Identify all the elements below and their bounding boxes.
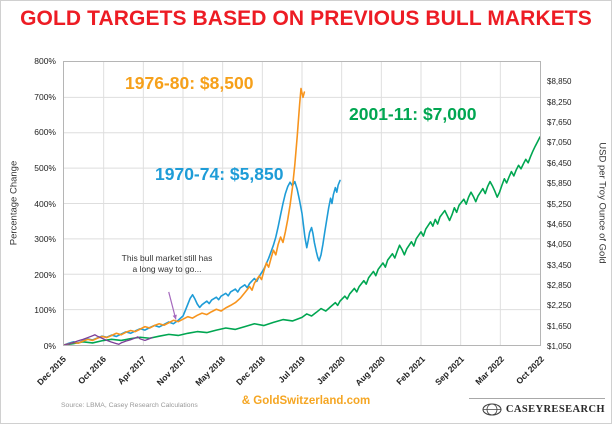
y-right-tick-label: $8,250 [547, 97, 572, 107]
y-right-tick-label: $2,850 [547, 280, 572, 290]
y-right-tick-label: $1,050 [547, 342, 572, 351]
x-axis-ticks: Dec 2015 Oct 2016 Apr 2017 Nov 2017 May 2018… [35, 348, 546, 394]
y-left-tick-label: 200% [34, 269, 56, 280]
y-right-tick-label: $7,050 [547, 138, 572, 148]
series-line-2001-11 [64, 136, 540, 345]
plot-area [63, 61, 541, 346]
y-right-tick-label: $1,650 [547, 321, 572, 331]
plot-svg [64, 62, 540, 345]
bull-market-annotation: This bull market still has a long way to… [121, 253, 213, 275]
source-note: Source: LBMA, Casey Research Calculation… [61, 402, 198, 409]
y-left-tick-label: 600% [34, 127, 56, 138]
y-left-tick-label: 0% [43, 341, 56, 351]
y-right-tick-label: $2,250 [547, 301, 572, 311]
y-right-axis-ticks: $1,050 $1,650 $2,250 $2,850 $3,450 $4,050 $4,6… [545, 61, 591, 351]
series-label-1976-80: 1976-80: $8,500 [125, 73, 254, 93]
y-right-tick-label: $8,850 [547, 77, 572, 87]
series-line-this-bull-market [64, 334, 153, 345]
y-left-tick-label: 300% [34, 234, 56, 245]
y-left-tick-label: 700% [34, 91, 56, 102]
right-axis-title: USD per Troy Ounce of Gold [596, 142, 608, 264]
annotation-arrow-head [172, 314, 177, 320]
series-label-1970-74: 1970-74: $5,850 [155, 164, 284, 184]
casey-research-logo-text: CASEYRESEARCH [505, 404, 605, 415]
y-left-tick-label: 800% [34, 56, 56, 66]
y-right-tick-label: $6,450 [547, 158, 572, 168]
casey-research-logo: CASEYRESEARCH [469, 398, 605, 416]
y-left-tick-label: 500% [34, 162, 56, 173]
y-left-axis-ticks: 0% 100% 200% 300% 400% 500% 600% 700% 800% [17, 56, 59, 351]
y-right-tick-label: $5,250 [547, 199, 572, 209]
y-right-tick-label: $5,850 [547, 179, 572, 189]
series-line-1976-80 [64, 87, 306, 345]
casey-research-logo-icon [482, 403, 502, 416]
y-right-tick-label: $3,450 [547, 260, 572, 270]
goldswitzerland-credit: & GoldSwitzerland.com [241, 395, 371, 407]
annotation-arrow-line [168, 291, 177, 320]
chart-title: GOLD TARGETS BASED ON PREVIOUS BULL MARK… [20, 7, 592, 30]
y-right-tick-label: $4,050 [547, 240, 572, 250]
y-right-tick-label: $7,650 [547, 118, 572, 128]
y-left-tick-label: 400% [34, 198, 56, 209]
series-label-2001-11: 2001-11: $7,000 [349, 104, 477, 124]
y-left-tick-label: 100% [34, 305, 56, 316]
y-right-tick-label: $4,650 [547, 219, 572, 229]
